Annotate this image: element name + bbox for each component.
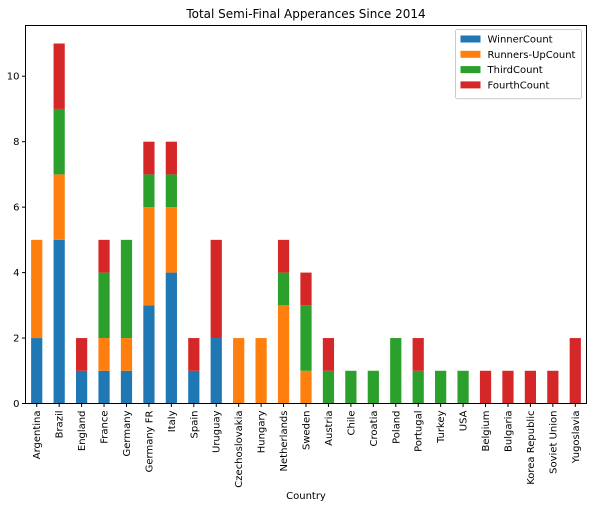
y-tick-label: 4 bbox=[13, 268, 19, 279]
x-axis-title: Country bbox=[286, 491, 326, 502]
x-tick-label: Italy bbox=[167, 410, 178, 432]
legend-label: FourthCount bbox=[488, 80, 550, 91]
x-tick-label: Argentina bbox=[32, 411, 43, 460]
bar-segment bbox=[502, 370, 514, 404]
bar-segment bbox=[300, 305, 312, 371]
bar-segment bbox=[98, 239, 110, 273]
bar-segment bbox=[524, 370, 537, 404]
bar-segment bbox=[53, 43, 65, 109]
y-axis: 0 2 4 6 8 10 bbox=[7, 72, 26, 410]
bar-segment bbox=[165, 174, 177, 208]
bar-segment bbox=[233, 338, 245, 404]
x-tick-label: Portugal bbox=[414, 411, 425, 452]
x-tick-label: Brazil bbox=[55, 411, 66, 439]
legend-swatch bbox=[460, 35, 481, 43]
bar-segment bbox=[188, 370, 200, 404]
x-axis: Argentina Brazil England France Germany Germa… bbox=[32, 403, 582, 488]
bar-segment bbox=[412, 338, 424, 371]
x-tick-label: Spain bbox=[189, 411, 200, 439]
bar-segment bbox=[188, 338, 200, 371]
bar-segment bbox=[277, 239, 290, 273]
x-tick-label: Sweden bbox=[302, 411, 313, 451]
bar-segment bbox=[412, 370, 424, 404]
y-tick-label: 8 bbox=[13, 137, 19, 148]
x-tick-label: Poland bbox=[391, 411, 402, 444]
bar-segment bbox=[165, 207, 177, 273]
x-tick-label: Yugoslavia bbox=[571, 411, 582, 465]
bar-segment bbox=[98, 338, 110, 371]
bar-segment bbox=[457, 370, 469, 404]
y-tick-label: 6 bbox=[13, 203, 19, 214]
bar-segment bbox=[322, 370, 335, 404]
x-tick-label: Germany bbox=[122, 410, 133, 456]
bar-segment bbox=[210, 239, 222, 339]
bar-segment bbox=[345, 370, 357, 404]
bar-segment bbox=[322, 338, 335, 371]
bar-segment bbox=[53, 239, 65, 404]
x-tick-label: England bbox=[77, 411, 88, 452]
bar-segment bbox=[31, 338, 43, 404]
bar-segment bbox=[143, 305, 155, 404]
bar-segment bbox=[75, 338, 88, 371]
y-tick-label: 0 bbox=[13, 399, 19, 410]
chart-title: Total Semi-Final Apperances Since 2014 bbox=[185, 7, 425, 21]
bar-segment bbox=[300, 272, 312, 306]
bar-segment bbox=[435, 370, 447, 404]
bar-segment bbox=[75, 370, 88, 404]
x-tick-label: Netherlands bbox=[279, 411, 290, 472]
y-tick-label: 2 bbox=[13, 334, 19, 345]
bar-segment bbox=[390, 338, 402, 404]
bar-segment bbox=[143, 174, 155, 208]
x-tick-label: Austria bbox=[324, 411, 335, 446]
bar-segment bbox=[165, 141, 177, 175]
bar-segment bbox=[277, 272, 290, 306]
legend-box bbox=[455, 29, 582, 100]
x-tick-label: Uruguay bbox=[212, 410, 223, 453]
bar-segment bbox=[569, 338, 581, 404]
legend-swatch bbox=[460, 66, 481, 74]
bar-segment bbox=[120, 338, 133, 371]
legend: WinnerCount Runners-UpCount ThirdCount Four… bbox=[455, 29, 582, 100]
x-tick-label: USA bbox=[459, 410, 470, 431]
bar-segment bbox=[547, 370, 559, 404]
x-tick-label: Turkey bbox=[436, 410, 447, 444]
bar-segment bbox=[143, 207, 155, 306]
x-tick-label: Hungary bbox=[257, 410, 268, 453]
bar-segment bbox=[98, 370, 110, 404]
legend-swatch bbox=[460, 81, 481, 89]
plot-frame bbox=[25, 25, 587, 404]
legend-label: ThirdCount bbox=[487, 65, 543, 76]
x-tick-label: France bbox=[100, 411, 111, 444]
bar-segment bbox=[255, 338, 267, 404]
bar-segment bbox=[210, 338, 222, 404]
x-tick-label: Soviet Union bbox=[548, 411, 559, 474]
bar-segment bbox=[479, 370, 492, 404]
y-tick-label: 10 bbox=[7, 72, 20, 83]
x-tick-label: Bulgaria bbox=[503, 410, 514, 451]
bar-segment bbox=[98, 272, 110, 339]
bar-segment bbox=[53, 108, 65, 175]
bars-group bbox=[31, 43, 581, 404]
bar-segment bbox=[31, 239, 43, 339]
bar-segment bbox=[300, 370, 312, 404]
bar-segment bbox=[120, 239, 133, 339]
x-tick-label: Korea Republic bbox=[526, 411, 537, 485]
bar-segment bbox=[367, 370, 379, 404]
bar-segment bbox=[165, 272, 177, 404]
x-tick-label: Czechoslovakia bbox=[234, 411, 245, 488]
bar-segment bbox=[143, 141, 155, 175]
legend-swatch bbox=[460, 50, 481, 58]
x-tick-label: Croatia bbox=[369, 411, 380, 447]
legend-label: WinnerCount bbox=[488, 35, 553, 46]
bar-segment bbox=[277, 305, 290, 404]
bar-segment bbox=[120, 370, 133, 404]
legend-label: Runners-UpCount bbox=[488, 50, 576, 61]
bar-segment bbox=[53, 174, 65, 240]
x-tick-label: Belgium bbox=[481, 411, 492, 452]
x-tick-label: Germany FR bbox=[144, 410, 155, 472]
x-tick-label: Chile bbox=[346, 411, 357, 436]
